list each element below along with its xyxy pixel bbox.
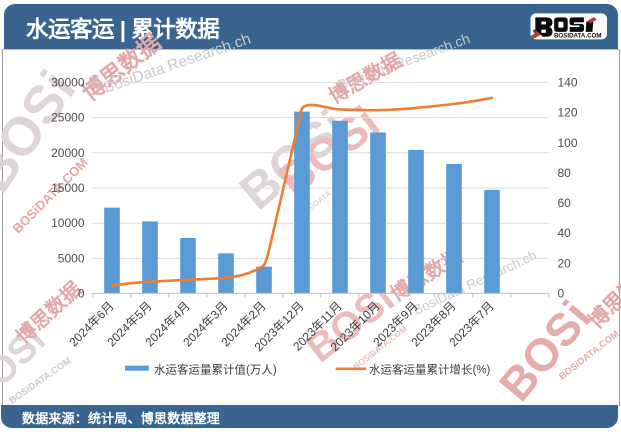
svg-text:5000: 5000	[58, 251, 85, 265]
svg-text:BOSiDATA.COM: BOSiDATA.COM	[7, 356, 73, 407]
svg-text:水运客运量累计值(万人): 水运客运量累计值(万人)	[154, 363, 277, 377]
svg-text:0: 0	[558, 286, 565, 300]
svg-text:15000: 15000	[51, 181, 85, 195]
svg-text:水运客运量累计增长(%): 水运客运量累计增长(%)	[369, 363, 491, 377]
svg-text:120: 120	[558, 106, 578, 120]
svg-text:60: 60	[558, 196, 572, 210]
svg-text:20: 20	[558, 256, 572, 270]
svg-text:10000: 10000	[51, 216, 85, 230]
svg-text:40: 40	[558, 226, 572, 240]
svg-text:0: 0	[78, 286, 85, 300]
svg-text:BOSi: BOSi	[489, 291, 601, 411]
svg-text:80: 80	[558, 166, 572, 180]
svg-text:20000: 20000	[51, 146, 85, 160]
svg-text:25000: 25000	[51, 111, 85, 125]
svg-text:BOSIDATA.COM: BOSIDATA.COM	[554, 33, 602, 40]
svg-text:30000: 30000	[51, 75, 85, 89]
svg-text:140: 140	[558, 75, 578, 89]
svg-text:100: 100	[558, 136, 578, 150]
